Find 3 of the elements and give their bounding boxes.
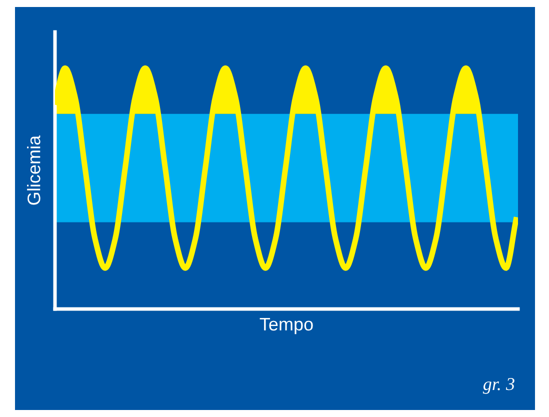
x-axis-title: Tempo	[260, 318, 313, 334]
y-axis-title: Glicemia	[27, 135, 40, 205]
text: gr. 3	[482, 378, 514, 394]
